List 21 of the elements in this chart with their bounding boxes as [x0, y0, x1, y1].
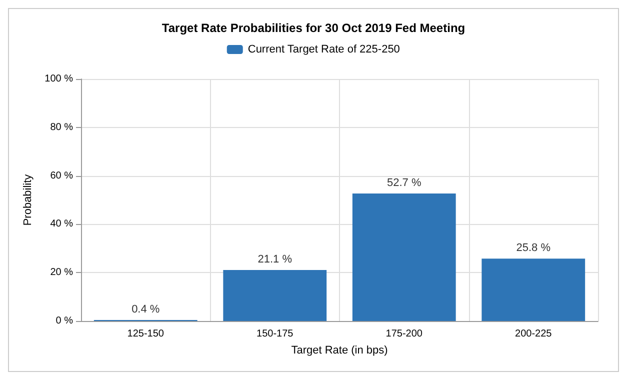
- data-label: 0.4 %: [132, 304, 160, 316]
- y-tick-label: 40 %: [50, 218, 74, 230]
- y-tick-label: 60 %: [50, 170, 74, 182]
- bar: [482, 258, 586, 321]
- bar: [352, 193, 456, 321]
- x-tick-label: 175-200: [386, 328, 423, 340]
- y-tick-label: 0 %: [56, 316, 74, 326]
- legend-label: Current Target Rate of 225-250: [248, 44, 400, 56]
- y-tick-label: 80 %: [50, 122, 74, 133]
- chart-title: Target Rate Probabilities for 30 Oct 2019 Fed Meeting: [162, 21, 466, 35]
- x-tick-label: 125-150: [127, 328, 164, 340]
- y-tick-label: 20 %: [50, 267, 74, 278]
- data-label: 25.8 %: [516, 242, 551, 254]
- x-axis-title: Target Rate (in bps): [291, 344, 388, 356]
- data-label: 21.1 %: [258, 253, 292, 266]
- y-axis-title: Probability: [22, 174, 34, 226]
- x-tick-label: 200-225: [515, 328, 552, 340]
- y-tick-label: 100 %: [44, 74, 74, 84]
- data-label: 52.7 %: [387, 176, 422, 189]
- x-tick-label: 150-175: [256, 328, 294, 340]
- bar: [223, 270, 327, 321]
